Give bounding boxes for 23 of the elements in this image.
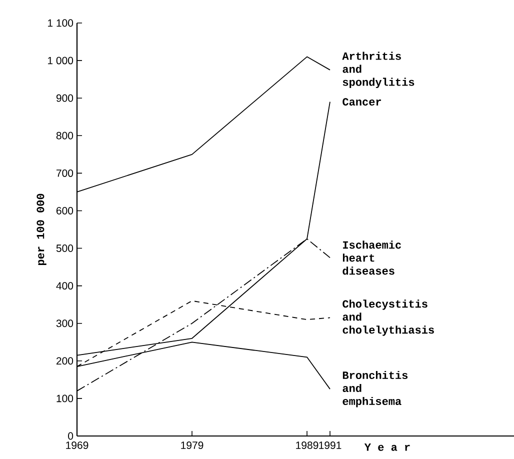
- y-tick-label: 1 100: [48, 19, 74, 27]
- series-label: Ischaemic heart diseases: [342, 240, 401, 275]
- x-tick-label: 1989: [296, 442, 318, 449]
- x-axis-title: Y e a r: [364, 444, 410, 451]
- x-tick-label: 1979: [181, 442, 204, 449]
- y-tick-label: 900: [56, 94, 74, 102]
- y-tick-label: 100: [56, 394, 74, 402]
- y-tick-label: 700: [56, 169, 74, 177]
- series-label: Cancer: [342, 98, 382, 106]
- y-tick-label: 800: [56, 132, 74, 140]
- x-tick-label: 1991: [319, 442, 342, 449]
- x-tick-label: 1969: [66, 442, 88, 449]
- series-label: Arthritis and spondylitis: [342, 52, 414, 88]
- y-tick-label: 300: [56, 320, 74, 328]
- y-tick-label: 1 000: [48, 56, 74, 64]
- y-tick-label: 400: [56, 282, 74, 290]
- y-axis-title: per 100 000: [36, 194, 46, 266]
- series-label: Cholecystitis and cholelythiasis: [342, 300, 434, 336]
- y-tick-label: 200: [56, 357, 74, 365]
- y-tick-label: 600: [56, 207, 74, 214]
- y-tick-label: 0: [68, 432, 74, 440]
- series-label: Bronchitis and emphisema: [342, 370, 408, 408]
- y-tick-label: 500: [56, 244, 74, 252]
